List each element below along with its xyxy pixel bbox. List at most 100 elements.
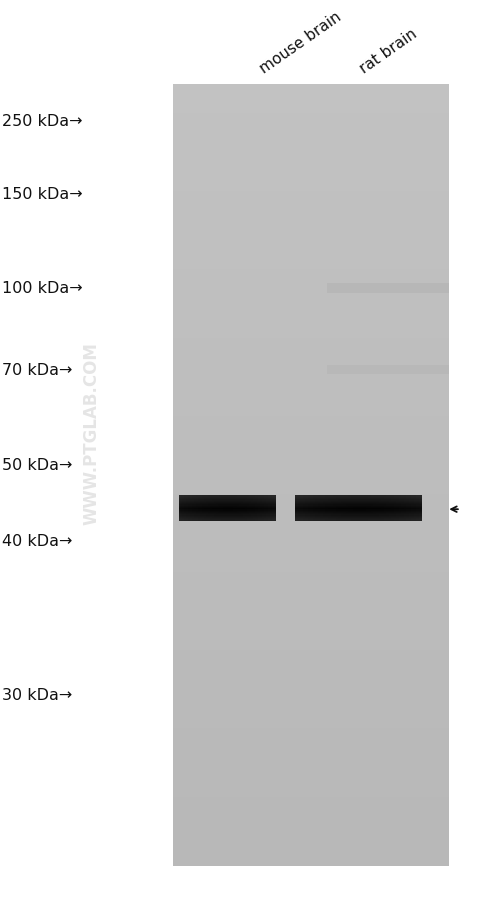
Bar	[194, 507, 196, 509]
Bar	[394, 502, 396, 504]
Bar	[241, 520, 243, 521]
Text: WWW.PTGLAB.COM: WWW.PTGLAB.COM	[82, 342, 100, 524]
Bar	[358, 503, 361, 505]
Bar	[361, 496, 364, 498]
Bar	[381, 503, 384, 505]
Bar	[223, 497, 226, 499]
Bar	[210, 503, 212, 505]
Bar	[219, 505, 222, 506]
Bar	[223, 510, 226, 511]
Bar	[200, 505, 202, 506]
Bar	[305, 496, 308, 498]
Bar	[341, 520, 343, 521]
Bar	[396, 511, 399, 512]
Bar	[254, 506, 257, 508]
Bar	[328, 518, 331, 519]
Bar	[311, 505, 313, 506]
Bar	[241, 499, 243, 500]
Bar	[381, 507, 384, 509]
Bar	[173, 338, 449, 349]
Bar	[321, 503, 323, 505]
Bar	[237, 503, 239, 505]
Bar	[223, 515, 226, 517]
Bar	[173, 592, 449, 603]
Bar	[356, 519, 359, 520]
Bar	[308, 496, 311, 498]
Bar	[414, 502, 417, 504]
Bar	[249, 510, 251, 511]
Bar	[258, 516, 261, 518]
Bar	[323, 519, 326, 520]
Bar	[399, 509, 401, 511]
Bar	[264, 512, 266, 514]
Bar	[328, 497, 331, 499]
Bar	[206, 496, 208, 498]
Bar	[192, 513, 194, 515]
Bar	[239, 511, 241, 512]
Bar	[219, 513, 222, 515]
Bar	[217, 496, 220, 498]
Bar	[266, 510, 268, 511]
Bar	[241, 512, 243, 514]
Bar	[202, 516, 204, 518]
Bar	[404, 497, 407, 499]
Text: 150 kDa→: 150 kDa→	[2, 187, 83, 201]
Bar	[241, 506, 243, 508]
Bar	[252, 511, 255, 512]
Bar	[356, 510, 359, 511]
Bar	[173, 456, 449, 466]
Bar	[371, 515, 374, 517]
Bar	[399, 519, 401, 520]
Bar	[381, 505, 384, 506]
Bar	[217, 499, 220, 500]
Bar	[263, 497, 264, 499]
Bar	[411, 519, 414, 520]
Bar	[173, 182, 449, 193]
Bar	[389, 513, 391, 515]
Bar	[208, 520, 210, 521]
Bar	[180, 520, 183, 521]
Bar	[371, 497, 374, 499]
Bar	[210, 496, 212, 498]
Bar	[305, 520, 308, 521]
Bar	[361, 503, 364, 505]
Bar	[198, 505, 200, 506]
Bar	[389, 507, 391, 509]
Bar	[331, 501, 333, 502]
Bar	[173, 768, 449, 778]
Bar	[263, 509, 264, 511]
Bar	[295, 520, 298, 521]
Bar	[251, 509, 253, 511]
Bar	[416, 500, 419, 502]
Bar	[379, 515, 381, 517]
Bar	[409, 503, 411, 505]
Bar	[216, 512, 218, 514]
Bar	[173, 699, 449, 710]
Bar	[198, 512, 200, 514]
Bar	[308, 500, 311, 502]
Bar	[311, 519, 313, 520]
Bar	[338, 520, 341, 521]
Bar	[338, 513, 341, 515]
Bar	[386, 515, 389, 517]
Bar	[353, 500, 356, 502]
Bar	[376, 511, 379, 512]
Bar	[394, 516, 396, 518]
Bar	[401, 497, 404, 499]
Bar	[401, 502, 404, 504]
Bar	[363, 518, 366, 519]
Bar	[409, 497, 411, 499]
Bar	[414, 496, 417, 498]
Bar	[173, 280, 449, 290]
Bar	[321, 506, 323, 508]
Bar	[331, 503, 333, 505]
Bar	[325, 513, 328, 515]
Bar	[295, 506, 298, 508]
Bar	[272, 496, 274, 498]
Bar	[384, 496, 386, 498]
Bar	[231, 513, 233, 515]
Bar	[353, 512, 356, 514]
Bar	[351, 519, 353, 520]
Bar	[346, 516, 348, 518]
Bar	[351, 510, 353, 511]
